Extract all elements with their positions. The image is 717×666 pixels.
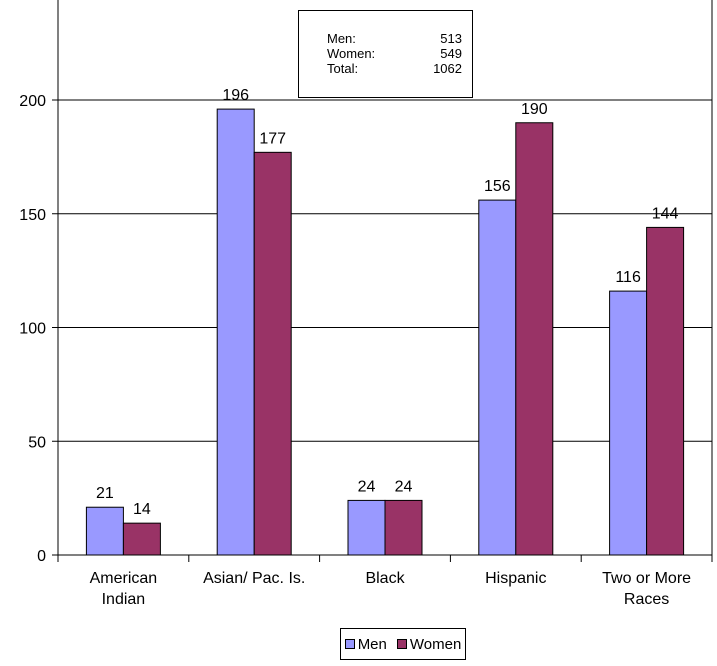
data-label-women: 144 — [652, 205, 679, 222]
data-label-men: 196 — [222, 87, 249, 104]
data-label-women: 24 — [395, 478, 413, 495]
x-category-label: Races — [624, 591, 669, 608]
bar-men — [347, 499, 386, 556]
totals-value: 1062 — [433, 61, 462, 76]
bar-men — [85, 506, 124, 556]
bar-women — [384, 499, 423, 556]
data-label-women: 14 — [133, 501, 151, 518]
bar-men — [478, 199, 517, 556]
y-tick-label: 0 — [37, 548, 46, 565]
legend-label: Women — [409, 635, 462, 653]
totals-value: 549 — [440, 46, 462, 61]
y-tick-label: 200 — [19, 93, 46, 110]
axes — [57, 0, 713, 562]
x-category-label: Black — [365, 570, 405, 587]
totals-label: Men: — [327, 31, 356, 46]
legend-swatch-men — [344, 639, 355, 649]
bar-women — [253, 151, 292, 556]
bar-women — [122, 522, 161, 556]
x-category-label: American — [90, 570, 158, 587]
y-axis-ticks: 0 50 100 150 200 — [19, 93, 58, 565]
data-label-women: 177 — [259, 130, 286, 147]
data-label-men: 116 — [615, 269, 641, 286]
totals-label: Total: — [327, 61, 359, 76]
legend-item-men: Men — [344, 635, 387, 653]
bar-men — [216, 108, 255, 556]
x-category-label: Asian/ Pac. Is. — [203, 570, 305, 587]
legend: Men Women — [340, 628, 466, 660]
data-label-men: 24 — [358, 478, 376, 495]
x-category-label: Two or More — [602, 570, 691, 587]
legend-swatch-women — [396, 639, 407, 649]
data-label-men: 156 — [484, 178, 511, 195]
y-tick-label: 150 — [19, 207, 46, 224]
totals-value: 513 — [440, 31, 462, 46]
totals-box: Men: 513 Women: 549 Total: 1062 — [298, 10, 473, 98]
bar-women — [646, 226, 685, 556]
data-label-women: 190 — [521, 101, 548, 118]
data-labels: 21 14 196 177 24 24 156 190 116 144 — [96, 87, 679, 518]
x-axis-categories: American Indian Asian/ Pac. Is. Black Hispan… — [90, 570, 692, 608]
y-tick-label: 50 — [28, 434, 46, 451]
y-tick-label: 100 — [19, 321, 46, 338]
bars — [85, 108, 685, 556]
x-category-label: Hispanic — [485, 570, 546, 587]
bar-men — [609, 290, 648, 556]
legend-item-women: Women — [396, 635, 462, 653]
bar-women — [515, 122, 554, 556]
totals-label: Women: — [327, 46, 376, 61]
gridlines — [58, 99, 712, 442]
x-category-label: Indian — [102, 591, 146, 608]
data-label-men: 21 — [96, 485, 114, 502]
legend-label: Men — [357, 635, 387, 653]
